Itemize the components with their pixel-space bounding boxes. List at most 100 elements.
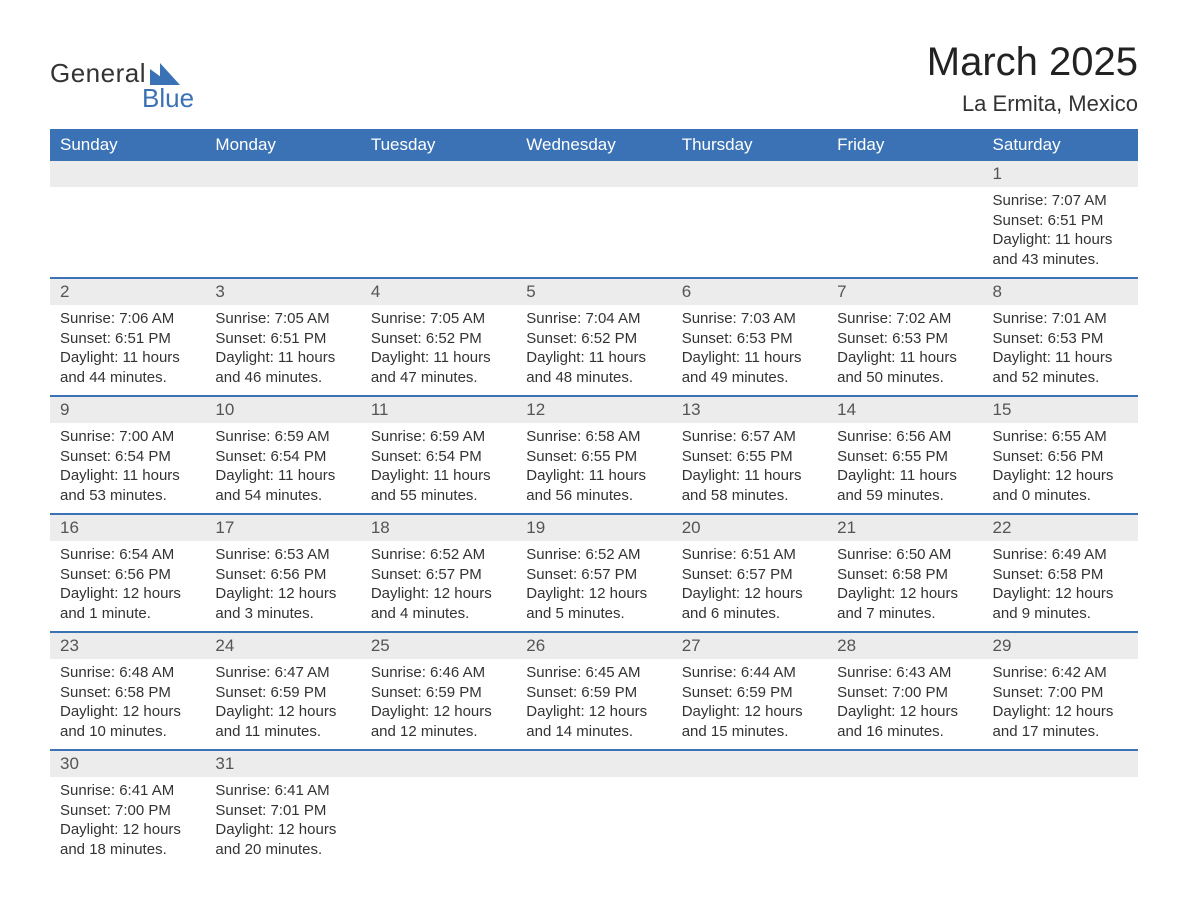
sunset-line: Sunset: 6:58 PM [837,565,972,585]
day-details: Sunrise: 6:50 AMSunset: 6:58 PMDaylight:… [827,541,982,631]
dl2-line: and 10 minutes. [60,722,195,742]
day-number: 27 [672,633,827,659]
day-details: Sunrise: 6:42 AMSunset: 7:00 PMDaylight:… [983,659,1138,749]
day-details: Sunrise: 6:45 AMSunset: 6:59 PMDaylight:… [516,659,671,749]
sunrise-line: Sunrise: 6:58 AM [526,427,661,447]
calendar-cell: 28Sunrise: 6:43 AMSunset: 7:00 PMDayligh… [827,632,982,750]
sunset-line: Sunset: 6:56 PM [60,565,195,585]
sunset-line: Sunset: 6:54 PM [215,447,350,467]
dl1-line: Daylight: 11 hours [837,466,972,486]
day-details: Sunrise: 7:06 AMSunset: 6:51 PMDaylight:… [50,305,205,395]
calendar-cell: 24Sunrise: 6:47 AMSunset: 6:59 PMDayligh… [205,632,360,750]
day-details: Sunrise: 6:52 AMSunset: 6:57 PMDaylight:… [516,541,671,631]
dl1-line: Daylight: 11 hours [526,348,661,368]
day-details [983,777,1138,857]
calendar-cell: 13Sunrise: 6:57 AMSunset: 6:55 PMDayligh… [672,396,827,514]
day-number [516,751,671,777]
day-header: Friday [827,129,982,161]
dl1-line: Daylight: 12 hours [682,702,817,722]
logo-text-bottom: Blue [142,83,194,114]
sunrise-line: Sunrise: 6:50 AM [837,545,972,565]
calendar-cell [672,161,827,278]
day-header: Thursday [672,129,827,161]
dl1-line: Daylight: 11 hours [371,348,506,368]
dl1-line: Daylight: 12 hours [682,584,817,604]
sunrise-line: Sunrise: 6:57 AM [682,427,817,447]
day-number: 15 [983,397,1138,423]
day-details: Sunrise: 6:53 AMSunset: 6:56 PMDaylight:… [205,541,360,631]
day-number: 10 [205,397,360,423]
calendar-cell: 2Sunrise: 7:06 AMSunset: 6:51 PMDaylight… [50,278,205,396]
day-details: Sunrise: 7:00 AMSunset: 6:54 PMDaylight:… [50,423,205,513]
sunrise-line: Sunrise: 7:02 AM [837,309,972,329]
sunrise-line: Sunrise: 6:41 AM [60,781,195,801]
sunrise-line: Sunrise: 7:06 AM [60,309,195,329]
day-number [827,161,982,187]
day-number [361,751,516,777]
dl1-line: Daylight: 11 hours [837,348,972,368]
day-details [672,187,827,267]
sunset-line: Sunset: 6:55 PM [682,447,817,467]
dl2-line: and 54 minutes. [215,486,350,506]
day-details [827,187,982,267]
sunrise-line: Sunrise: 7:05 AM [371,309,506,329]
dl2-line: and 17 minutes. [993,722,1128,742]
sunrise-line: Sunrise: 6:48 AM [60,663,195,683]
day-details [361,777,516,857]
day-details: Sunrise: 6:44 AMSunset: 6:59 PMDaylight:… [672,659,827,749]
day-details: Sunrise: 6:41 AMSunset: 7:00 PMDaylight:… [50,777,205,867]
dl2-line: and 55 minutes. [371,486,506,506]
day-details: Sunrise: 6:56 AMSunset: 6:55 PMDaylight:… [827,423,982,513]
dl1-line: Daylight: 12 hours [60,702,195,722]
day-number: 5 [516,279,671,305]
calendar-cell: 22Sunrise: 6:49 AMSunset: 6:58 PMDayligh… [983,514,1138,632]
calendar-cell: 4Sunrise: 7:05 AMSunset: 6:52 PMDaylight… [361,278,516,396]
dl2-line: and 1 minute. [60,604,195,624]
sunset-line: Sunset: 6:57 PM [526,565,661,585]
logo-triangle-icon [150,63,180,85]
calendar-cell [205,161,360,278]
dl2-line: and 9 minutes. [993,604,1128,624]
calendar-cell: 8Sunrise: 7:01 AMSunset: 6:53 PMDaylight… [983,278,1138,396]
dl1-line: Daylight: 11 hours [993,230,1128,250]
sunset-line: Sunset: 6:59 PM [682,683,817,703]
day-details: Sunrise: 7:03 AMSunset: 6:53 PMDaylight:… [672,305,827,395]
day-details: Sunrise: 6:46 AMSunset: 6:59 PMDaylight:… [361,659,516,749]
calendar-cell: 16Sunrise: 6:54 AMSunset: 6:56 PMDayligh… [50,514,205,632]
sunrise-line: Sunrise: 6:59 AM [215,427,350,447]
dl1-line: Daylight: 12 hours [215,820,350,840]
day-details: Sunrise: 7:02 AMSunset: 6:53 PMDaylight:… [827,305,982,395]
dl1-line: Daylight: 12 hours [526,584,661,604]
sunset-line: Sunset: 6:59 PM [526,683,661,703]
calendar-cell: 27Sunrise: 6:44 AMSunset: 6:59 PMDayligh… [672,632,827,750]
day-details: Sunrise: 6:52 AMSunset: 6:57 PMDaylight:… [361,541,516,631]
dl2-line: and 7 minutes. [837,604,972,624]
day-number: 4 [361,279,516,305]
dl1-line: Daylight: 12 hours [215,702,350,722]
day-details [672,777,827,857]
calendar-cell: 1Sunrise: 7:07 AMSunset: 6:51 PMDaylight… [983,161,1138,278]
day-details: Sunrise: 7:05 AMSunset: 6:51 PMDaylight:… [205,305,360,395]
sunrise-line: Sunrise: 6:54 AM [60,545,195,565]
day-number: 7 [827,279,982,305]
sunset-line: Sunset: 7:00 PM [60,801,195,821]
calendar-cell: 19Sunrise: 6:52 AMSunset: 6:57 PMDayligh… [516,514,671,632]
calendar-cell [827,161,982,278]
calendar-cell [50,161,205,278]
day-number: 6 [672,279,827,305]
sunset-line: Sunset: 6:56 PM [993,447,1128,467]
calendar-week-row: 1Sunrise: 7:07 AMSunset: 6:51 PMDaylight… [50,161,1138,278]
day-header: Monday [205,129,360,161]
sunrise-line: Sunrise: 7:04 AM [526,309,661,329]
dl1-line: Daylight: 12 hours [215,584,350,604]
calendar-cell: 11Sunrise: 6:59 AMSunset: 6:54 PMDayligh… [361,396,516,514]
calendar-cell: 21Sunrise: 6:50 AMSunset: 6:58 PMDayligh… [827,514,982,632]
sunrise-line: Sunrise: 6:43 AM [837,663,972,683]
day-details: Sunrise: 6:49 AMSunset: 6:58 PMDaylight:… [983,541,1138,631]
day-header: Tuesday [361,129,516,161]
header-region: General Blue March 2025 La Ermita, Mexic… [50,40,1138,117]
day-details: Sunrise: 7:04 AMSunset: 6:52 PMDaylight:… [516,305,671,395]
dl1-line: Daylight: 12 hours [526,702,661,722]
day-header: Wednesday [516,129,671,161]
day-number [672,161,827,187]
